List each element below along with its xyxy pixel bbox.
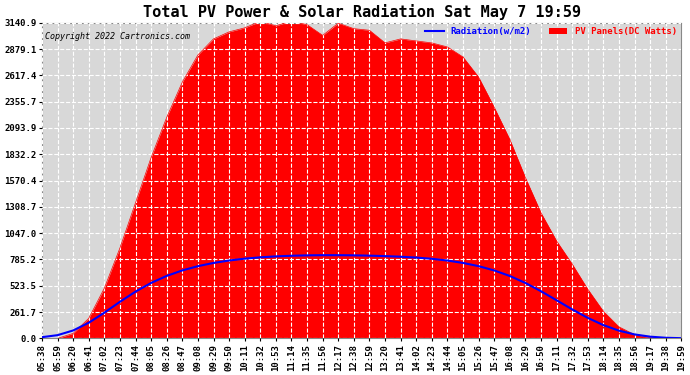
Legend: Radiation(w/m2), PV Panels(DC Watts): Radiation(w/m2), PV Panels(DC Watts) [422,24,680,40]
Text: Copyright 2022 Cartronics.com: Copyright 2022 Cartronics.com [45,32,190,41]
Title: Total PV Power & Solar Radiation Sat May 7 19:59: Total PV Power & Solar Radiation Sat May… [143,4,581,20]
